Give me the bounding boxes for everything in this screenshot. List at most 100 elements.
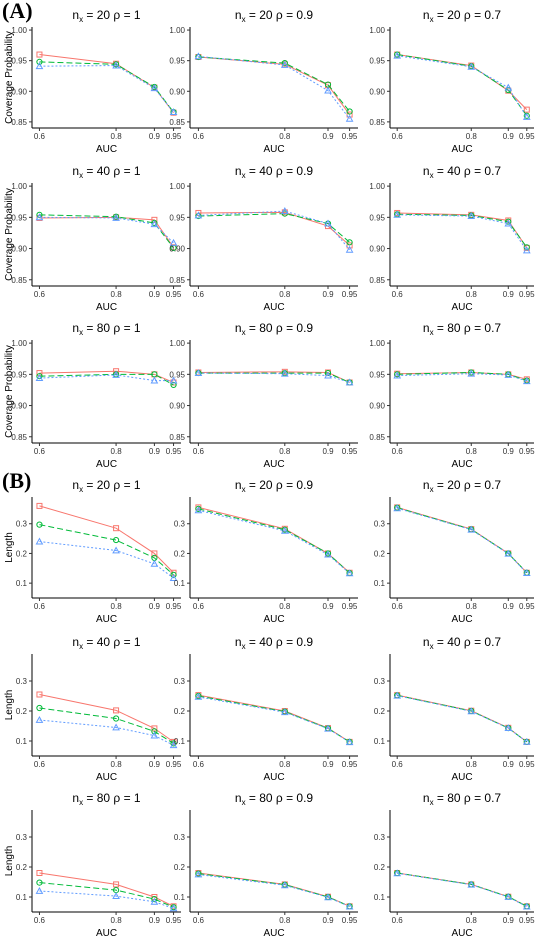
- x-tick-label: 0.8: [466, 916, 478, 925]
- series-line: [198, 371, 350, 383]
- y-tick-label: 0.2: [16, 863, 28, 872]
- data-point: [35, 715, 44, 723]
- x-tick-label: 0.95: [342, 602, 358, 611]
- data-point: [467, 880, 476, 888]
- data-point: [35, 62, 44, 70]
- chart-panel: nx = 40 ρ = 0.9 0.85 0.90 0.95 1.00 0.6 0.8 0.9…: [169, 164, 358, 313]
- data-point: [35, 886, 44, 894]
- series-line: [39, 61, 174, 113]
- x-tick-label: 0.95: [166, 132, 182, 141]
- data-point: [504, 724, 513, 731]
- x-tick-label: 0.8: [466, 760, 478, 769]
- series-line: [397, 214, 528, 251]
- panel-label-a: (A): [2, 0, 33, 23]
- y-tick-label: 0.1: [374, 737, 386, 746]
- y-tick-label: 0.85: [169, 276, 185, 285]
- y-tick-label: 0.1: [16, 893, 28, 902]
- y-tick-label: 0.95: [11, 370, 27, 379]
- data-point: [112, 61, 120, 69]
- x-tick-label: 0.6: [193, 760, 205, 769]
- data-point: [170, 381, 177, 389]
- data-point: [522, 569, 531, 576]
- series-line: [397, 213, 528, 248]
- series-line: [198, 372, 350, 383]
- x-tick-label: 0.8: [466, 290, 478, 299]
- y-tick-label: 0.90: [169, 87, 185, 96]
- y-tick-label: 0.85: [169, 433, 185, 442]
- x-tick-label: 0.95: [519, 132, 535, 141]
- chart-title: nx = 80 ρ = 1: [72, 791, 141, 807]
- chart-panel: nx = 20 ρ = 1 0.85 0.90 0.95 1.00 0.6 0.8 0.9 0.…: [4, 8, 182, 155]
- x-axis-label: AUC: [451, 302, 472, 313]
- data-point: [345, 738, 354, 746]
- data-point: [169, 238, 178, 246]
- x-tick-label: 0.8: [111, 447, 123, 456]
- data-point: [345, 114, 354, 122]
- y-tick-label: 0.1: [374, 579, 386, 588]
- data-point: [522, 246, 531, 254]
- series-line: [39, 373, 174, 386]
- y-tick-label: 1.00: [169, 339, 185, 348]
- data-point: [35, 213, 44, 221]
- data-point: [467, 525, 476, 533]
- y-tick-label: 0.90: [369, 87, 385, 96]
- data-point: [393, 371, 402, 379]
- data-point: [280, 526, 289, 534]
- data-point: [169, 574, 178, 581]
- x-tick-label: 0.95: [342, 290, 358, 299]
- x-tick-label: 0.8: [279, 132, 291, 141]
- x-tick-label: 0.8: [111, 132, 123, 141]
- data-point: [504, 892, 513, 900]
- x-tick-label: 0.6: [34, 916, 46, 925]
- chart-panel: nx = 20 ρ = 0.7 0.85 0.90 0.95 1.00 0.6 0.8 0.9…: [369, 8, 535, 155]
- y-tick-label: 0.3: [16, 520, 28, 529]
- y-tick-label: 0.3: [174, 677, 186, 686]
- x-axis-label: AUC: [96, 302, 117, 313]
- x-tick-label: 0.9: [503, 132, 515, 141]
- chart-panel: nx = 20 ρ = 1 0.1 0.2 0.3 0.6 0.8 0.9 0.95 AUC Le…: [4, 478, 182, 625]
- y-tick-label: 0.85: [169, 118, 185, 127]
- x-tick-label: 0.9: [322, 602, 334, 611]
- x-axis-label: AUC: [263, 928, 284, 939]
- series-line: [39, 707, 174, 744]
- series-line: [39, 872, 174, 907]
- y-tick-label: 1.00: [369, 26, 385, 35]
- x-axis-label: AUC: [263, 144, 284, 155]
- series-line: [39, 216, 174, 244]
- series-line: [397, 54, 528, 110]
- data-point: [324, 893, 332, 901]
- y-axis-label: Length: [4, 532, 15, 563]
- series-line: [198, 56, 351, 115]
- data-point: [151, 216, 158, 223]
- data-point: [150, 559, 159, 567]
- y-tick-label: 0.2: [16, 707, 28, 716]
- y-axis-label: Length: [4, 846, 15, 877]
- series-line: [39, 882, 174, 908]
- data-point: [194, 506, 203, 514]
- y-tick-label: 1.00: [169, 182, 185, 191]
- x-axis-label: AUC: [263, 614, 284, 625]
- data-point: [467, 369, 476, 377]
- chart-title: nx = 80 ρ = 0.7: [423, 791, 502, 807]
- x-axis-label: AUC: [96, 614, 117, 625]
- y-tick-label: 1.00: [369, 182, 385, 191]
- y-tick-label: 0.95: [369, 57, 385, 66]
- chart-title: nx = 40 ρ = 0.9: [235, 164, 314, 180]
- x-tick-label: 0.95: [519, 447, 535, 456]
- data-point: [281, 60, 288, 67]
- series-line: [39, 505, 174, 574]
- series-line: [39, 216, 174, 248]
- y-tick-label: 0.95: [169, 370, 185, 379]
- data-point: [345, 378, 354, 386]
- x-tick-label: 0.9: [149, 602, 161, 611]
- data-point: [393, 51, 402, 59]
- chart-title: nx = 40 ρ = 0.7: [423, 635, 502, 651]
- data-point: [522, 112, 531, 120]
- x-tick-label: 0.8: [279, 447, 291, 456]
- chart-title: nx = 80 ρ = 1: [72, 321, 141, 337]
- x-tick-label: 0.9: [149, 916, 161, 925]
- data-point: [112, 723, 120, 731]
- data-point: [522, 902, 531, 910]
- data-point: [195, 505, 202, 512]
